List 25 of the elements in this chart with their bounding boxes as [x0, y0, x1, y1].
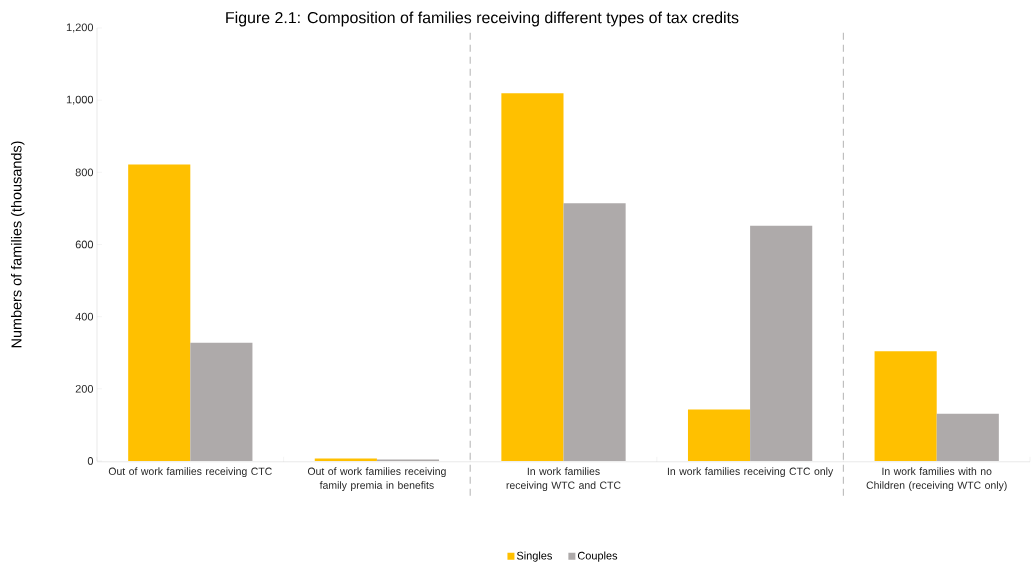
x-tick-label: In work families receiving CTC only [667, 467, 834, 478]
y-tick-label: 1,000 [66, 95, 94, 105]
bar [501, 93, 564, 461]
bar [687, 409, 751, 461]
y-tick-label: 400 [75, 312, 94, 321]
bar [314, 458, 377, 461]
bar [936, 413, 999, 461]
chart-title: Figure 2.1: Composition of families receiving different types of tax credits [226, 11, 739, 27]
bar [190, 342, 253, 461]
y-axis-title: Numbers of families (thousands) [10, 141, 25, 348]
x-tick-label: In work families receiving WTC and CTC [506, 467, 621, 492]
x-tick-label: Out of work families receiving family premia in benefits [307, 467, 446, 492]
x-tick-label: Out of work families receiving CTC [108, 467, 272, 478]
bar [750, 225, 813, 461]
y-tick-label: 0 [87, 457, 94, 465]
y-tick-label: 600 [75, 240, 94, 249]
bar [874, 351, 937, 461]
legend-label: Singles [516, 551, 552, 562]
y-tick-label: 800 [75, 168, 94, 177]
legend-label: Couples [577, 551, 618, 562]
y-tick-label: 1,200 [66, 23, 94, 33]
bar [563, 203, 626, 461]
x-tick-label: In work families with no Children (receiving WTC only) [866, 467, 1007, 492]
y-tick-label: 200 [75, 384, 94, 393]
bar [128, 164, 191, 461]
